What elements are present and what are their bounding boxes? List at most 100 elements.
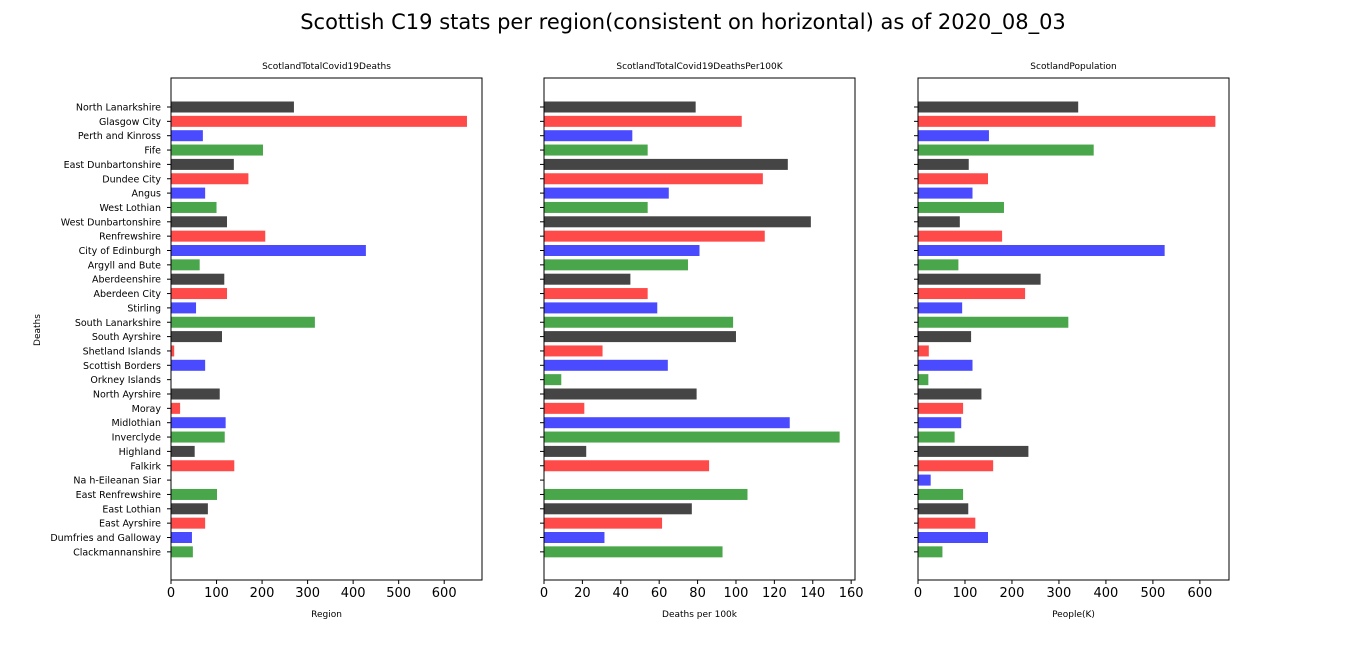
- x-tick-label: 60: [651, 586, 668, 601]
- bar-aberdeen-city: [544, 288, 648, 300]
- bar-fife: [918, 144, 1094, 156]
- bar-orkney-islands: [918, 374, 929, 386]
- bar-dumfries-and-galloway: [171, 532, 192, 543]
- bar-scottish-borders: [544, 359, 668, 371]
- bar-clackmannanshire: [918, 546, 943, 558]
- bar-west-dunbartonshire: [171, 216, 228, 228]
- bar-argyll-and-bute: [544, 259, 688, 271]
- bar-city-of-edinburgh: [171, 245, 366, 256]
- bar-moray: [918, 402, 964, 414]
- bar-fife: [171, 144, 263, 156]
- bar-falkirk: [544, 460, 710, 472]
- y-tick-label: Falkirk: [130, 461, 161, 472]
- y-tick-label: Highland: [119, 447, 161, 458]
- chart-panels: ScotlandTotalCovid19Deaths North Lanarksh…: [50, 62, 1230, 620]
- x-tick-label: 500: [1140, 586, 1165, 601]
- bar-south-lanarkshire: [544, 316, 734, 328]
- bar-midlothian: [918, 417, 962, 429]
- y-tick-label: Moray: [132, 404, 162, 415]
- bar-east-lothian: [171, 503, 208, 515]
- bar-fife: [544, 144, 648, 156]
- y-tick-label: South Ayrshire: [92, 332, 161, 343]
- x-tick-label: 600: [1187, 586, 1212, 601]
- x-tick-label: 300: [1047, 586, 1072, 601]
- bar-east-lothian: [918, 503, 969, 515]
- y-tick-label: West Dunbartonshire: [61, 217, 161, 228]
- y-tick-label: East Dunbartonshire: [64, 160, 161, 171]
- chart-panel-3: ScotlandPopulation 0 100 200 300 400 500 600 Peo…: [914, 62, 1230, 620]
- bar-east-dunbartonshire: [171, 158, 234, 170]
- bar-north-lanarkshire: [918, 101, 1079, 113]
- bar-argyll-and-bute: [918, 259, 959, 271]
- bar-aberdeenshire: [918, 273, 1041, 285]
- x-tick-label: 200: [250, 586, 275, 601]
- y-tick-label: Na h-Eileanan Siar: [73, 476, 161, 487]
- bar-dundee-city: [171, 173, 249, 185]
- bar-west-dunbartonshire: [544, 216, 811, 228]
- y-tick-label: Argyll and Bute: [88, 260, 161, 271]
- x-tick-label: 0: [167, 586, 175, 601]
- bar-midlothian: [544, 417, 790, 429]
- y-tick-label: City of Edinburgh: [79, 246, 161, 257]
- y-tick-label: Inverclyde: [112, 433, 162, 444]
- bar-north-lanarkshire: [544, 101, 696, 113]
- bar-west-lothian: [544, 201, 648, 213]
- bar-east-lothian: [544, 503, 692, 515]
- panel-title: ScotlandTotalCovid19DeathsPer100K: [616, 62, 783, 72]
- bar-aberdeen-city: [918, 288, 1026, 300]
- x-tick-label: 200: [1000, 586, 1025, 601]
- x-tick-label: 100: [724, 586, 749, 601]
- x-tick-label: 600: [432, 586, 457, 601]
- bar-angus: [171, 187, 206, 199]
- y-tick-label: Fife: [144, 146, 161, 157]
- bar-perth-and-kinross: [171, 130, 203, 142]
- bar-angus: [544, 187, 669, 199]
- bar-stirling: [171, 302, 197, 314]
- bar-shetland-islands: [544, 345, 603, 357]
- bar-west-dunbartonshire: [918, 216, 960, 228]
- bar-city-of-edinburgh: [544, 245, 700, 256]
- bar-aberdeenshire: [171, 273, 225, 285]
- bar-west-lothian: [918, 201, 1004, 213]
- x-tick-label: 0: [540, 586, 548, 601]
- bar-falkirk: [171, 460, 235, 472]
- y-tick-label: North Lanarkshire: [76, 103, 161, 114]
- bar-highland: [918, 445, 1029, 457]
- bar-stirling: [544, 302, 658, 314]
- bar-renfrewshire: [918, 230, 1003, 242]
- bar-north-lanarkshire: [171, 101, 294, 113]
- bar-south-ayrshire: [918, 331, 972, 343]
- x-tick-label: 100: [204, 586, 229, 601]
- x-tick-label: 120: [762, 586, 787, 601]
- bar-highland: [544, 445, 587, 457]
- bar-glasgow-city: [544, 115, 742, 127]
- x-tick-label: 500: [386, 586, 411, 601]
- panel-title: ScotlandPopulation: [1030, 62, 1116, 72]
- panel-title: ScotlandTotalCovid19Deaths: [262, 62, 391, 72]
- bar-inverclyde: [171, 431, 225, 443]
- bar-angus: [918, 187, 973, 199]
- bar-na-h-eileanan-siar: [918, 474, 931, 486]
- bar-east-ayrshire: [171, 517, 206, 529]
- y-tick-label: Stirling: [127, 303, 161, 314]
- bar-dundee-city: [918, 173, 988, 185]
- bar-dumfries-and-galloway: [918, 532, 988, 543]
- bar-aberdeenshire: [544, 273, 631, 285]
- axes-frame: [917, 77, 1230, 581]
- bar-south-ayrshire: [171, 331, 222, 343]
- x-axis-label: Deaths per 100k: [662, 610, 738, 620]
- bar-scottish-borders: [918, 359, 973, 371]
- bar-renfrewshire: [171, 230, 266, 242]
- bar-city-of-edinburgh: [918, 245, 1165, 256]
- bar-east-dunbartonshire: [918, 158, 969, 170]
- y-tick-label: Aberdeenshire: [92, 275, 161, 286]
- chart-panel-2: ScotlandTotalCovid19DeathsPer100K 0 20 40 60…: [540, 62, 864, 620]
- bar-dundee-city: [544, 173, 763, 185]
- y-tick-label: Shetland Islands: [83, 346, 161, 357]
- y-tick-label: Orkney Islands: [90, 375, 161, 386]
- x-tick-label: 20: [574, 586, 591, 601]
- bar-glasgow-city: [918, 115, 1216, 127]
- y-tick-label: East Renfrewshire: [76, 490, 162, 501]
- bar-east-ayrshire: [918, 517, 976, 529]
- y-tick-label: Scottish Borders: [83, 361, 161, 372]
